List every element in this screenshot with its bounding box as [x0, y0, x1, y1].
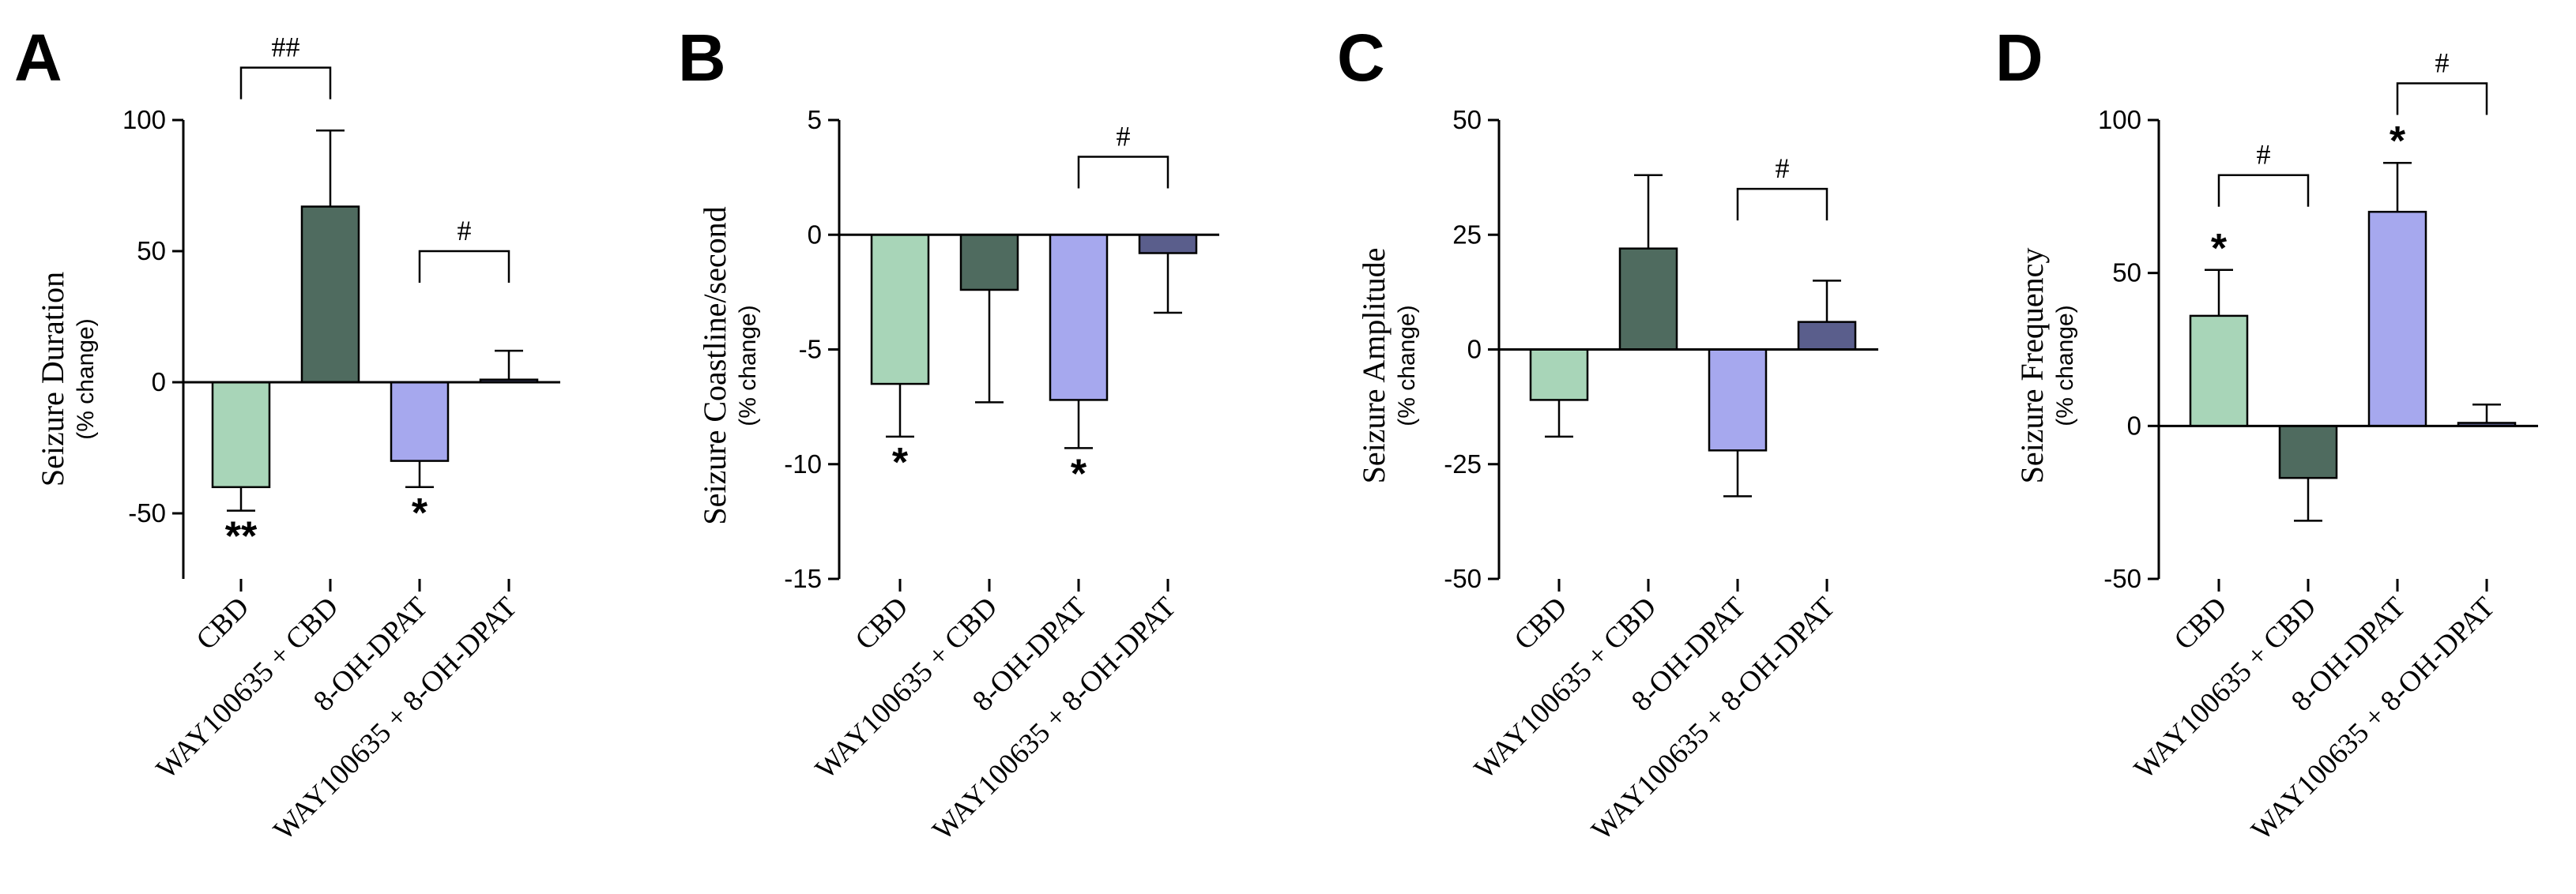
bracket-label-a: ## [272, 32, 300, 63]
y-tick-label-c: 25 [1452, 220, 1482, 249]
bar-b [1138, 234, 1198, 254]
bar-b [870, 234, 930, 385]
y-tick-label-c: -25 [1444, 449, 1482, 479]
comparison-bracket-a [239, 66, 332, 100]
bar-d [2189, 314, 2249, 427]
bracket-label-c: # [1776, 152, 1790, 184]
ylabel-d-main: Seizure Frequency [2014, 248, 2050, 484]
bar-d [2367, 210, 2427, 427]
y-tick-label-c: -50 [1444, 564, 1482, 593]
comparison-bracket-a [418, 250, 510, 283]
bar-c [1529, 348, 1589, 401]
comparison-bracket-c [1736, 187, 1828, 221]
ylabel-a-sub: (% change) [73, 318, 99, 439]
ylabel-b-sub: (% change) [735, 305, 761, 426]
y-tick-label-b: -15 [784, 564, 822, 593]
bracket-label-d: # [2257, 139, 2271, 171]
bracket-label-a: # [458, 215, 472, 246]
bracket-label-d: # [2435, 47, 2450, 79]
bar-a [390, 381, 450, 462]
y-tick-label-d: 0 [2127, 411, 2141, 440]
significance-star-a: ** [225, 514, 258, 560]
ylabel-c: Seizure Amplitude (% change) [1356, 248, 1420, 484]
y-tick-label-b: 0 [808, 220, 822, 249]
significance-star-a: * [412, 490, 428, 536]
comparison-bracket-d [2396, 82, 2488, 115]
category-label-a: CBD [190, 591, 256, 656]
y-tick-label-a: 0 [152, 367, 166, 396]
y-tick-label-c: 50 [1452, 105, 1482, 134]
panel-letter-d: D [1995, 21, 2043, 95]
ylabel-b-main: Seizure Coastline/second [697, 206, 733, 524]
panel-letter-a: A [14, 21, 62, 95]
category-label-b: CBD [849, 591, 915, 656]
y-tick-label-c: 0 [1467, 335, 1482, 364]
bar-a [211, 381, 271, 489]
bar-a [300, 205, 360, 384]
bar-c [1797, 321, 1857, 351]
bar-b [959, 234, 1019, 291]
significance-star-b: * [892, 440, 909, 486]
y-tick-label-d: 100 [2098, 105, 2141, 134]
panel-letter-b: B [678, 21, 726, 95]
bar-b [1049, 234, 1109, 401]
significance-star-b: * [1071, 451, 1087, 497]
y-tick-label-a: 50 [137, 236, 166, 265]
ylabel-b: Seizure Coastline/second (% change) [697, 206, 761, 524]
ylabel-c-sub: (% change) [1394, 305, 1420, 426]
y-tick-label-b: -5 [799, 335, 822, 364]
bracket-label-b: # [1117, 120, 1131, 152]
y-tick-label-a: -50 [128, 498, 166, 528]
category-label-d: CBD [2168, 591, 2234, 656]
comparison-bracket-d [2217, 174, 2310, 207]
significance-star-d: * [2390, 118, 2406, 164]
bar-c [1708, 348, 1768, 452]
y-tick-label-a: 100 [122, 105, 166, 134]
comparison-bracket-b [1077, 156, 1169, 189]
y-tick-label-d: 50 [2112, 258, 2141, 287]
panel-letter-c: C [1337, 21, 1385, 95]
ylabel-d: Seizure Frequency (% change) [2014, 248, 2078, 484]
ylabel-a: Seizure Duration (% change) [35, 272, 99, 486]
ylabel-a-main: Seizure Duration [35, 272, 70, 486]
y-tick-label-d: -50 [2103, 564, 2141, 593]
category-label-c: CBD [1508, 591, 1574, 656]
y-tick-label-b: 5 [808, 105, 822, 134]
y-tick-label-b: -10 [784, 449, 822, 479]
significance-star-d: * [2211, 226, 2228, 272]
bar-d [2278, 425, 2338, 479]
ylabel-c-main: Seizure Amplitude [1356, 248, 1392, 484]
bar-c [1618, 247, 1678, 351]
ylabel-d-sub: (% change) [2052, 305, 2078, 426]
